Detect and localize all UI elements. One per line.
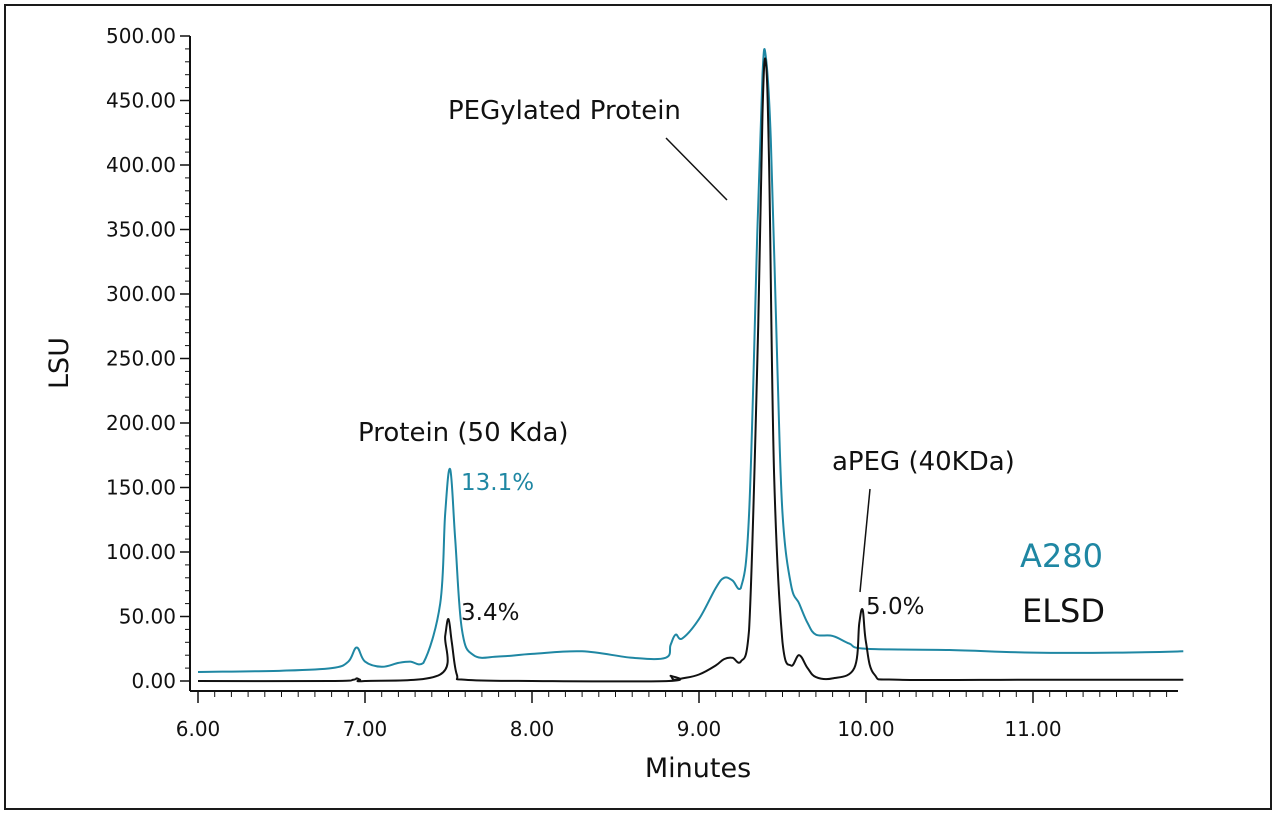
- y-tick-label: 0.00: [131, 669, 176, 693]
- y-tick-label: 200.00: [106, 411, 176, 435]
- x-axis-title: Minutes: [645, 753, 751, 784]
- annotation-a280-percent: 13.1%: [461, 470, 534, 496]
- legend-elsd: ELSD: [1022, 592, 1105, 630]
- annotation-protein: Protein (50 Kda): [358, 418, 569, 448]
- y-tick-label: 300.00: [106, 282, 176, 306]
- annotation-pegylated-leader: [665, 137, 728, 201]
- x-tick-label: 10.00: [837, 717, 894, 741]
- series-line-a280: [197, 48, 1184, 673]
- series-line-elsd: [197, 57, 1184, 683]
- annotation-pegylated-protein: PEGylated Protein: [448, 96, 681, 126]
- chart-frame: [4, 4, 1272, 810]
- x-tick-label: 7.00: [343, 717, 388, 741]
- y-tick-label: 250.00: [106, 347, 176, 371]
- annotation-elsd-apeg-percent: 5.0%: [866, 594, 924, 620]
- y-tick-label: 500.00: [106, 24, 176, 48]
- y-tick-label: 150.00: [106, 476, 176, 500]
- x-tick-label: 8.00: [510, 717, 555, 741]
- annotation-apeg-leader: [859, 488, 871, 593]
- y-tick-label: 450.00: [106, 89, 176, 113]
- x-tick-label: 9.00: [677, 717, 722, 741]
- x-tick-label: 11.00: [1004, 717, 1061, 741]
- y-tick-label: 400.00: [106, 153, 176, 177]
- x-tick-label: 6.00: [176, 717, 221, 741]
- y-tick-label: 100.00: [106, 540, 176, 564]
- y-tick-label: 50.00: [119, 605, 176, 629]
- annotation-elsd-protein-percent: 3.4%: [461, 600, 519, 626]
- annotation-apeg: aPEG (40KDa): [832, 447, 1015, 477]
- y-tick-label: 350.00: [106, 218, 176, 242]
- legend-a280: A280: [1020, 537, 1103, 575]
- y-axis-title: LSU: [44, 337, 75, 389]
